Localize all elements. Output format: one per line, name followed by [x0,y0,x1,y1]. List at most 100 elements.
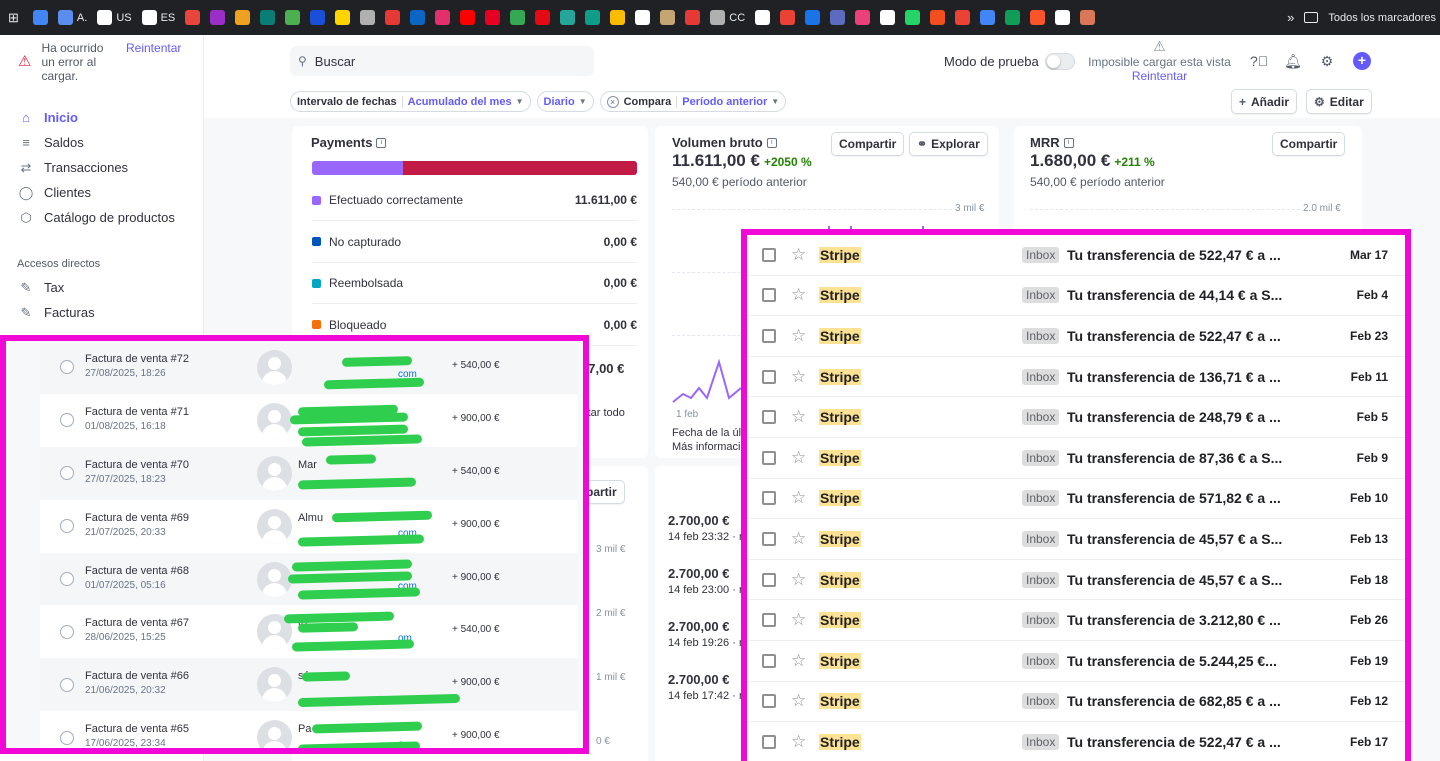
email-row[interactable]: ☆ Stripe Inbox Tu transferencia de 45,57 € … [747,559,1405,601]
payment-status-row[interactable]: No capturado 0,00 € [312,222,637,263]
select-checkbox[interactable] [762,653,776,668]
select-radio[interactable] [60,466,74,481]
select-checkbox[interactable] [762,734,776,749]
select-radio[interactable] [60,624,74,639]
more-bookmarks-button[interactable]: » [1287,10,1295,25]
help-icon[interactable]: ?⃝ [1250,53,1269,69]
bookmark-item[interactable] [855,0,871,35]
invoice-row[interactable]: Factura de venta #72 27/08/2025, 18:26 com… [40,341,577,394]
bookmark-item[interactable] [185,0,201,35]
bookmark-item[interactable] [1055,0,1071,35]
email-row[interactable]: ☆ Stripe Inbox Tu transferencia de 522,47 €… [747,316,1405,357]
bookmark-item[interactable] [360,0,376,35]
email-row[interactable]: ☆ Stripe Inbox Tu transferencia de 44,14 € … [747,275,1405,317]
select-radio[interactable] [60,413,74,428]
bookmark-item[interactable] [210,0,226,35]
explore-button[interactable]: ⚭ Explorar [909,132,988,156]
bookmark-item[interactable] [535,0,551,35]
gear-icon[interactable]: ⚙ [1320,53,1334,69]
select-checkbox[interactable] [762,450,776,465]
email-row[interactable]: ☆ Stripe Inbox Tu transferencia de 5.244,25… [747,640,1405,682]
star-icon[interactable]: ☆ [791,610,807,630]
bookmark-item[interactable] [460,0,476,35]
bookmark-item[interactable] [1080,0,1096,35]
star-icon[interactable]: ☆ [791,366,807,386]
invoice-row[interactable]: Factura de venta #68 01/07/2025, 05:16 com… [40,552,577,606]
sidebar-item-clientes[interactable]: ◯ Clientes [18,180,175,205]
bookmark-item[interactable]: ES [141,0,175,35]
email-row[interactable]: ☆ Stripe Inbox Tu transferencia de 682,85 €… [747,681,1405,723]
sidebar-item-saldos[interactable]: ≡ Saldos [18,130,175,155]
info-icon[interactable]: i [766,137,777,148]
email-row[interactable]: ☆ Stripe Inbox Tu transferencia de 3.212,80… [747,600,1405,641]
payments-show-toggle[interactable]: ultar todo [579,407,625,419]
bookmark-item[interactable] [905,0,921,35]
bookmark-item[interactable]: CC [710,0,745,35]
bookmark-item[interactable] [685,0,701,35]
bookmark-item[interactable] [260,0,276,35]
bookmark-item[interactable] [485,0,501,35]
sidebar-item-inicio[interactable]: ⌂ Inicio [18,105,175,130]
star-icon[interactable]: ☆ [791,488,807,508]
select-checkbox[interactable] [762,572,776,587]
mrr-share-button[interactable]: Compartir [1272,132,1346,156]
bookmark-item[interactable] [830,0,846,35]
bell-icon[interactable]: 🔔︎ [1284,53,1302,69]
select-radio[interactable] [60,730,74,745]
email-row[interactable]: ☆ Stripe Inbox Tu transferencia de 522,47 €… [747,235,1405,276]
bookmark-item[interactable] [880,0,896,35]
filter-pill[interactable]: Intervalo de fechas Acumulado del mes ▼ [290,91,531,112]
invoice-row[interactable]: Factura de venta #69 21/07/2025, 20:33 Alm… [40,499,577,553]
invoice-row[interactable]: Factura de venta #71 01/08/2025, 16:18 + 9… [40,393,577,447]
bookmark-item[interactable] [385,0,401,35]
email-row[interactable]: ☆ Stripe Inbox Tu transferencia de 571,82 €… [747,478,1405,520]
bookmark-item[interactable] [1005,0,1021,35]
close-icon[interactable]: × [606,95,619,108]
star-icon[interactable]: ☆ [791,285,807,305]
bookmark-item[interactable] [955,0,971,35]
bookmark-item[interactable] [335,0,351,35]
sidebar-item-catálogo[interactable]: ⬡ Catálogo de productos [18,205,175,230]
test-mode-toggle[interactable] [1044,53,1075,70]
bookmark-item[interactable] [560,0,576,35]
bookmark-item[interactable] [32,0,48,35]
select-radio[interactable] [60,519,74,534]
star-icon[interactable]: ☆ [791,731,807,751]
email-row[interactable]: ☆ Stripe Inbox Tu transferencia de 248,79 €… [747,397,1405,438]
select-checkbox[interactable] [762,694,776,709]
select-checkbox[interactable] [762,328,776,343]
bookmark-item[interactable] [235,0,251,35]
select-radio[interactable] [60,360,74,375]
star-icon[interactable]: ☆ [791,691,807,711]
select-radio[interactable] [60,677,74,692]
info-icon[interactable]: i [1063,137,1074,148]
select-checkbox[interactable] [762,288,776,303]
bookmark-item[interactable] [1030,0,1046,35]
add-button[interactable]: + Añadir [1231,89,1298,114]
select-checkbox[interactable] [762,369,776,384]
sidebar-item-transacciones[interactable]: ⇄ Transacciones [18,155,175,180]
view-retry-link[interactable]: Reintentar [1131,69,1188,83]
bookmark-item[interactable] [755,0,771,35]
star-icon[interactable]: ☆ [791,447,807,467]
filter-pill[interactable]: Diario ▼ [536,91,594,112]
bookmark-item[interactable] [660,0,676,35]
star-icon[interactable]: ☆ [791,407,807,427]
email-row[interactable]: ☆ Stripe Inbox Tu transferencia de 87,36 € … [747,437,1405,479]
email-row[interactable]: ☆ Stripe Inbox Tu transferencia de 45,57 € … [747,519,1405,560]
payment-status-row[interactable]: Efectuado correctamente 11.611,00 € [312,180,637,221]
bookmark-item[interactable] [930,0,946,35]
bookmark-item[interactable] [435,0,451,35]
share-button[interactable]: Compartir [831,132,905,156]
bookmark-item[interactable] [610,0,626,35]
star-icon[interactable]: ☆ [791,650,807,670]
select-checkbox[interactable] [762,613,776,628]
star-icon[interactable]: ☆ [791,569,807,589]
payment-status-row[interactable]: Reembolsada 0,00 € [312,263,637,304]
bookmark-item[interactable]: A. [57,0,87,35]
select-checkbox[interactable] [762,247,776,262]
select-checkbox[interactable] [762,410,776,425]
